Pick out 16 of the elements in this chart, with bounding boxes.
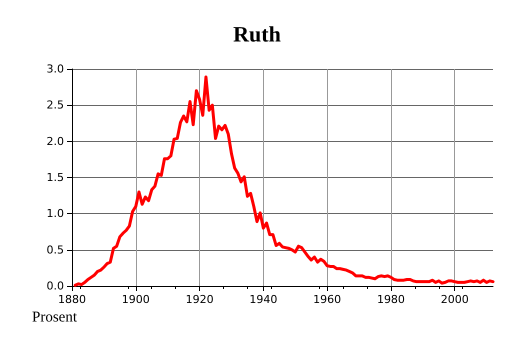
x-tick-label: 1980 — [376, 293, 405, 306]
y-tick-label: 1.5 — [46, 171, 64, 184]
y-tick-label: 0.5 — [46, 243, 64, 256]
x-tick-label: 1960 — [313, 293, 342, 306]
y-tick-label: 1.0 — [46, 207, 64, 220]
x-tick-label: 1940 — [249, 293, 278, 306]
x-tick-label: 2000 — [440, 293, 469, 306]
y-tick-label: 2.5 — [46, 98, 64, 112]
y-tick-label: 0.0 — [46, 280, 64, 292]
y-tick-label: 3.0 — [46, 62, 64, 76]
chart-title: Ruth — [233, 22, 281, 46]
y-tick-label: 2.0 — [46, 134, 64, 148]
x-tick-label: 1900 — [122, 293, 150, 306]
x-tick-label: 1920 — [186, 293, 214, 306]
y-axis-title: Prosent — [32, 310, 78, 326]
x-tick-label: 1880 — [58, 293, 86, 306]
